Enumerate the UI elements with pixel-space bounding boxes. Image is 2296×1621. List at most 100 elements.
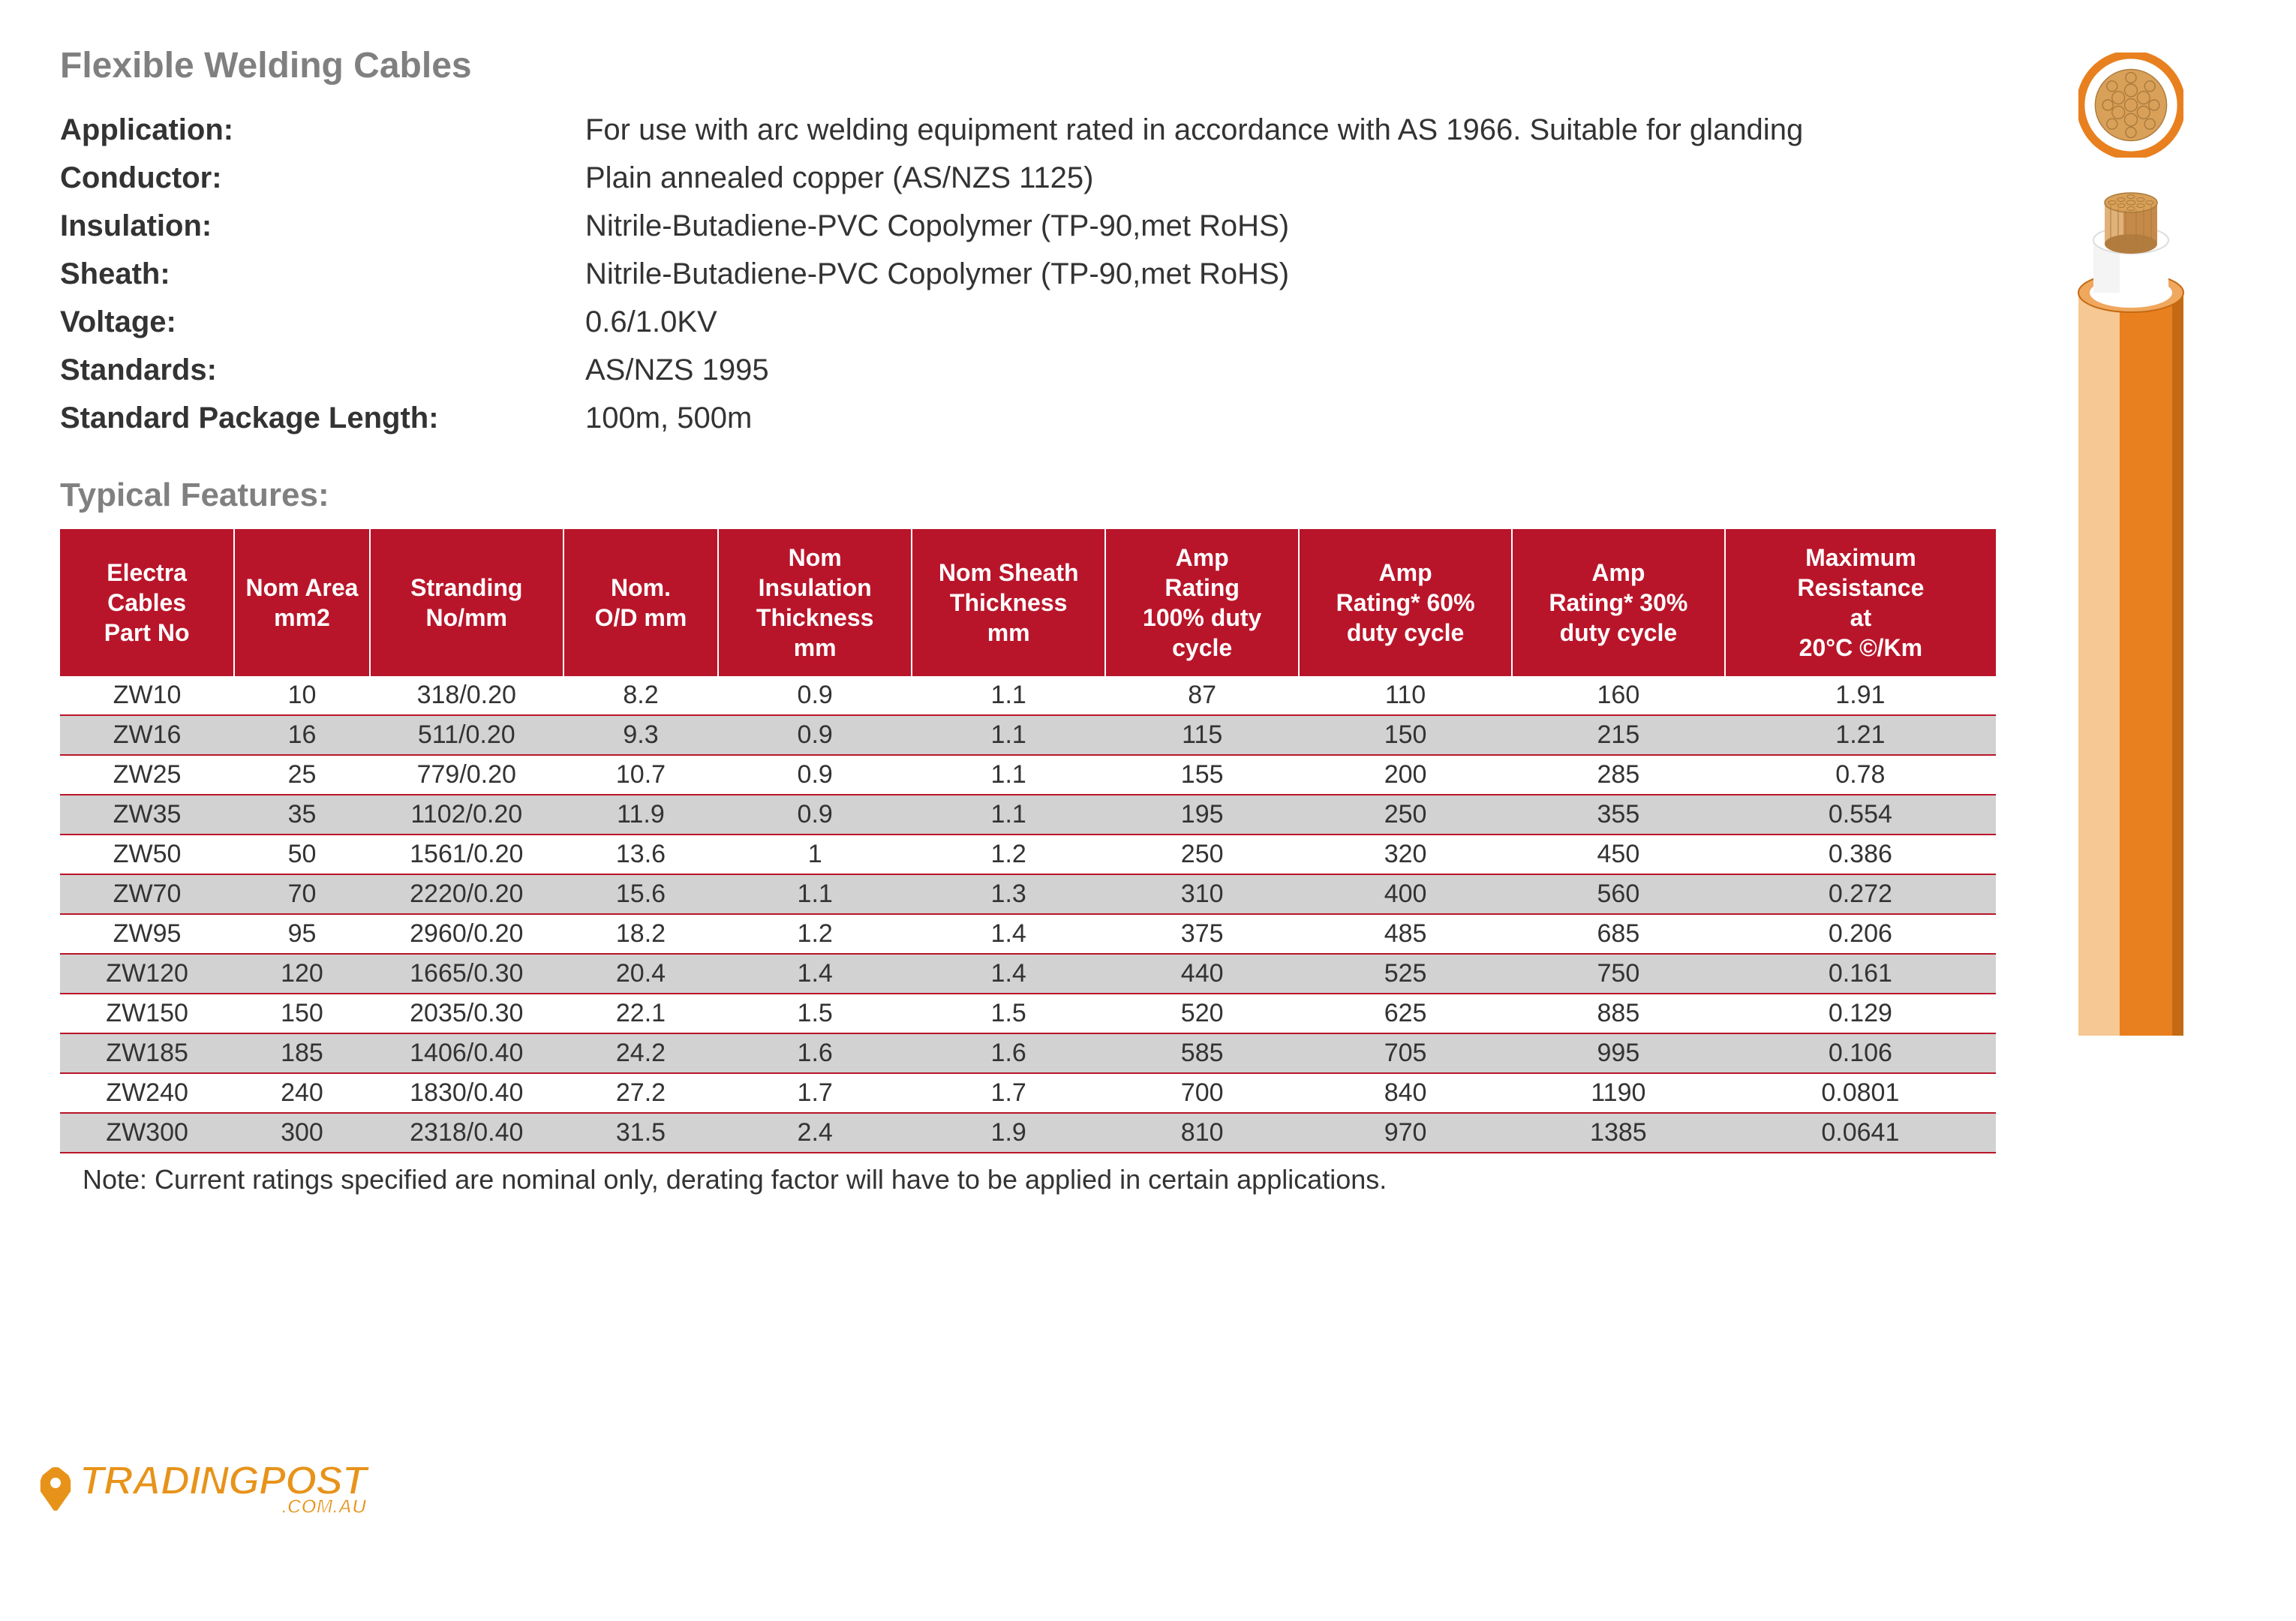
- table-cell: 0.272: [1725, 874, 1996, 914]
- spec-value: Nitrile-Butadiene-PVC Copolymer (TP-90,m…: [585, 205, 1996, 247]
- table-cell: 1.21: [1725, 715, 1996, 755]
- table-cell: 160: [1512, 676, 1725, 715]
- table-cell: 22.1: [563, 994, 718, 1033]
- table-cell: 185: [234, 1033, 370, 1073]
- table-cell: 1.1: [912, 755, 1105, 795]
- table-cell: 24.2: [563, 1033, 718, 1073]
- table-cell: ZW16: [60, 715, 234, 755]
- table-cell: 87: [1105, 676, 1299, 715]
- table-cell: ZW120: [60, 954, 234, 994]
- table-cell: ZW10: [60, 676, 234, 715]
- table-cell: 1.91: [1725, 676, 1996, 715]
- table-cell: 110: [1299, 676, 1512, 715]
- table-row: ZW1201201665/0.3020.41.41.44405257500.16…: [60, 954, 1996, 994]
- spec-value: Nitrile-Butadiene-PVC Copolymer (TP-90,m…: [585, 253, 1996, 295]
- table-row: ZW3003002318/0.4031.52.41.981097013850.0…: [60, 1113, 1996, 1153]
- spec-label: Conductor:: [60, 157, 585, 199]
- table-cell: 0.9: [718, 676, 912, 715]
- table-cell: 995: [1512, 1033, 1725, 1073]
- spec-list: Application:For use with arc welding equ…: [60, 109, 1996, 439]
- table-cell: 10.7: [563, 755, 718, 795]
- table-cell: 700: [1105, 1073, 1299, 1113]
- table-header-cell: Nom SheathThicknessmm: [912, 529, 1105, 676]
- table-cell: 27.2: [563, 1073, 718, 1113]
- table-cell: 0.78: [1725, 755, 1996, 795]
- table-cell: 318/0.20: [370, 676, 563, 715]
- table-cell: 120: [234, 954, 370, 994]
- table-row: ZW70702220/0.2015.61.11.33104005600.272: [60, 874, 1996, 914]
- table-cell: 511/0.20: [370, 715, 563, 755]
- table-cell: 300: [234, 1113, 370, 1153]
- table-cell: 1.5: [718, 994, 912, 1033]
- table-cell: 0.206: [1725, 914, 1996, 954]
- table-cell: 705: [1299, 1033, 1512, 1073]
- table-cell: 750: [1512, 954, 1725, 994]
- spec-row: Insulation:Nitrile-Butadiene-PVC Copolym…: [60, 205, 1996, 247]
- table-cell: 375: [1105, 914, 1299, 954]
- table-cell: 35: [234, 795, 370, 835]
- spec-label: Sheath:: [60, 253, 585, 295]
- table-cell: 1.7: [718, 1073, 912, 1113]
- table-cell: ZW240: [60, 1073, 234, 1113]
- table-header-cell: Nom Areamm2: [234, 529, 370, 676]
- table-row: ZW1501502035/0.3022.11.51.55206258850.12…: [60, 994, 1996, 1033]
- table-cell: 155: [1105, 755, 1299, 795]
- table-cell: 0.9: [718, 715, 912, 755]
- table-cell: 0.129: [1725, 994, 1996, 1033]
- table-cell: 16: [234, 715, 370, 755]
- table-cell: 25: [234, 755, 370, 795]
- table-cell: 0.9: [718, 795, 912, 835]
- table-row: ZW35351102/0.2011.90.91.11952503550.554: [60, 795, 1996, 835]
- spec-row: Voltage:0.6/1.0KV: [60, 301, 1996, 343]
- table-cell: 115: [1105, 715, 1299, 755]
- table-header-cell: AmpRating100% dutycycle: [1105, 529, 1299, 676]
- spec-row: Sheath:Nitrile-Butadiene-PVC Copolymer (…: [60, 253, 1996, 295]
- table-cell: 310: [1105, 874, 1299, 914]
- table-cell: 970: [1299, 1113, 1512, 1153]
- table-cell: 400: [1299, 874, 1512, 914]
- table-cell: 285: [1512, 755, 1725, 795]
- table-cell: 440: [1105, 954, 1299, 994]
- table-cell: 1.4: [912, 914, 1105, 954]
- table-row: ZW2525779/0.2010.70.91.11552002850.78: [60, 755, 1996, 795]
- table-cell: 1.1: [912, 676, 1105, 715]
- table-cell: 1.7: [912, 1073, 1105, 1113]
- table-cell: 10: [234, 676, 370, 715]
- table-footnote: Note: Current ratings specified are nomi…: [60, 1153, 1996, 1195]
- table-cell: ZW50: [60, 835, 234, 874]
- table-cell: ZW35: [60, 795, 234, 835]
- table-cell: 1.2: [912, 835, 1105, 874]
- table-header-cell: Nom.O/D mm: [563, 529, 718, 676]
- table-cell: 840: [1299, 1073, 1512, 1113]
- table-cell: 1385: [1512, 1113, 1725, 1153]
- table-header-cell: NomInsulationThicknessmm: [718, 529, 912, 676]
- spec-row: Conductor:Plain annealed copper (AS/NZS …: [60, 157, 1996, 199]
- table-cell: 18.2: [563, 914, 718, 954]
- table-row: ZW1010318/0.208.20.91.1871101601.91: [60, 676, 1996, 715]
- spec-label: Insulation:: [60, 205, 585, 247]
- table-cell: 520: [1105, 994, 1299, 1033]
- table-cell: 0.106: [1725, 1033, 1996, 1073]
- table-cell: 885: [1512, 994, 1725, 1033]
- table-cell: 2318/0.40: [370, 1113, 563, 1153]
- table-cell: 1665/0.30: [370, 954, 563, 994]
- table-cell: 1.2: [718, 914, 912, 954]
- spec-label: Voltage:: [60, 301, 585, 343]
- table-cell: 320: [1299, 835, 1512, 874]
- table-cell: 150: [234, 994, 370, 1033]
- table-cell: 8.2: [563, 676, 718, 715]
- table-cell: ZW25: [60, 755, 234, 795]
- table-header-cell: ElectraCablesPart No: [60, 529, 234, 676]
- table-cell: 250: [1299, 795, 1512, 835]
- table-header-cell: StrandingNo/mm: [370, 529, 563, 676]
- table-cell: 1: [718, 835, 912, 874]
- table-cell: 779/0.20: [370, 755, 563, 795]
- table-cell: 195: [1105, 795, 1299, 835]
- table-cell: 0.0801: [1725, 1073, 1996, 1113]
- table-header-cell: MaximumResistanceat20°C ©/Km: [1725, 529, 1996, 676]
- table-cell: 1406/0.40: [370, 1033, 563, 1073]
- table-cell: 1102/0.20: [370, 795, 563, 835]
- table-cell: 810: [1105, 1113, 1299, 1153]
- table-cell: 1561/0.20: [370, 835, 563, 874]
- spec-label: Application:: [60, 109, 585, 151]
